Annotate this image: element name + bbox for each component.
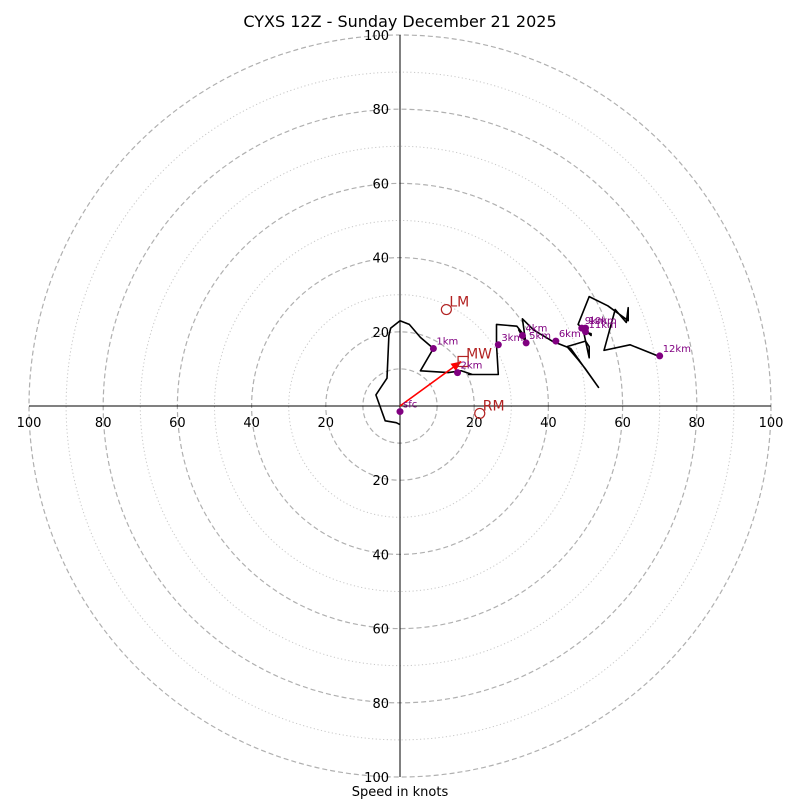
tick-label-bottom: 80 [372,697,389,712]
storm-motion-label-rm: RM [483,398,505,414]
tick-label-bottom: 40 [372,548,389,563]
level-label-5km: 5km [529,331,551,342]
tick-label-left: 20 [318,416,335,431]
level-label-1km: 1km [436,336,458,347]
storm-motion-layer: LM MW RM [440,295,505,420]
level-point-12km [656,352,664,360]
level-label-6km: 6km [559,329,581,340]
level-point-4km [518,332,526,340]
level-label-9km: 9km [585,316,607,327]
level-point-1km [429,344,437,352]
storm-motion-label-lm: LM [449,295,469,311]
x-axis-label: Speed in knots [352,785,449,800]
tick-labels: 100 100 80 80 60 60 40 40 20 20 20 20 40 40 60 60 80 80 10… [17,29,784,786]
tick-label-right: 100 [759,416,784,431]
tick-label-top: 80 [372,103,389,118]
level-point-sfc [396,408,404,416]
level-label-sfc: sfc [403,400,417,411]
level-label-12km: 12km [663,344,691,355]
level-label-10km: 10km [589,316,617,327]
tick-label-right: 40 [540,416,557,431]
level-point-3km [494,341,502,349]
tick-label-bottom: 60 [372,623,389,638]
tick-label-left: 80 [95,416,112,431]
level-point-6km [552,337,560,345]
tick-label-top: 60 [372,177,389,192]
level-point-5km [522,339,530,347]
tick-label-left: 100 [17,416,42,431]
storm-motion-marker-lm [440,303,452,316]
shear-vector-line [399,360,462,407]
level-label-3km: 3km [501,333,523,344]
tick-label-top: 40 [372,252,389,267]
storm-motion-marker-rm [474,407,486,420]
tick-label-top: 20 [372,326,389,341]
level-label-4km: 4km [525,324,547,335]
storm-motion-marker-mw [457,355,469,368]
tick-label-bottom: 100 [364,771,389,786]
tick-label-left: 60 [169,416,186,431]
level-point-11km [582,328,589,336]
level-point-2km [454,369,462,377]
tick-label-bottom: 20 [372,474,389,489]
storm-motion-label-mw: MW [466,346,492,362]
tick-label-right: 60 [614,416,631,431]
level-label-2km: 2km [461,361,483,372]
tick-label-left: 40 [243,416,260,431]
tick-label-right: 20 [466,416,483,431]
chart-title: CYXS 12Z - Sunday December 21 2025 [243,12,556,31]
tick-label-right: 80 [689,416,706,431]
tick-label-top: 100 [364,29,389,44]
level-label-11km: 11km [589,320,617,331]
